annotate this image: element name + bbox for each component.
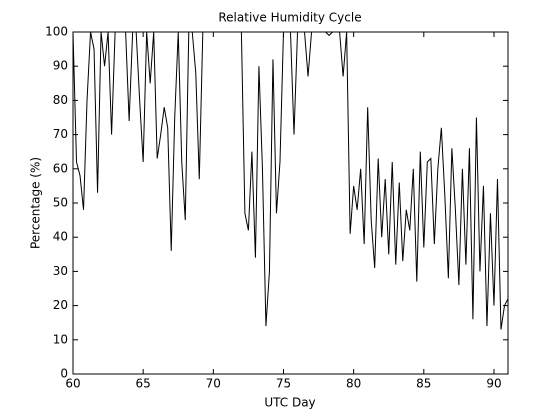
x-tick-label: 65 — [136, 377, 151, 391]
y-tick-label: 60 — [53, 161, 68, 175]
y-tick-label: 10 — [53, 332, 68, 346]
x-tick-label: 60 — [65, 377, 80, 391]
y-tick-label: 80 — [53, 93, 68, 107]
y-tick-label: 40 — [53, 230, 68, 244]
y-tick-label: 30 — [53, 264, 68, 278]
y-tick-label: 100 — [45, 25, 68, 39]
y-axis-label: Percentage (%) — [29, 157, 43, 249]
x-tick-label: 90 — [486, 377, 501, 391]
y-tick-label: 0 — [60, 367, 68, 381]
y-tick-label: 90 — [53, 59, 68, 73]
y-tick-label: 20 — [53, 298, 68, 312]
x-tick-label: 70 — [206, 377, 221, 391]
x-tick-label: 75 — [276, 377, 291, 391]
x-tick-label: 85 — [416, 377, 431, 391]
x-axis-label: UTC Day — [264, 396, 315, 410]
x-tick-label: 80 — [346, 377, 361, 391]
y-tick-label: 50 — [53, 196, 68, 210]
chart-title: Relative Humidity Cycle — [218, 11, 361, 25]
y-tick-label: 70 — [53, 127, 68, 141]
